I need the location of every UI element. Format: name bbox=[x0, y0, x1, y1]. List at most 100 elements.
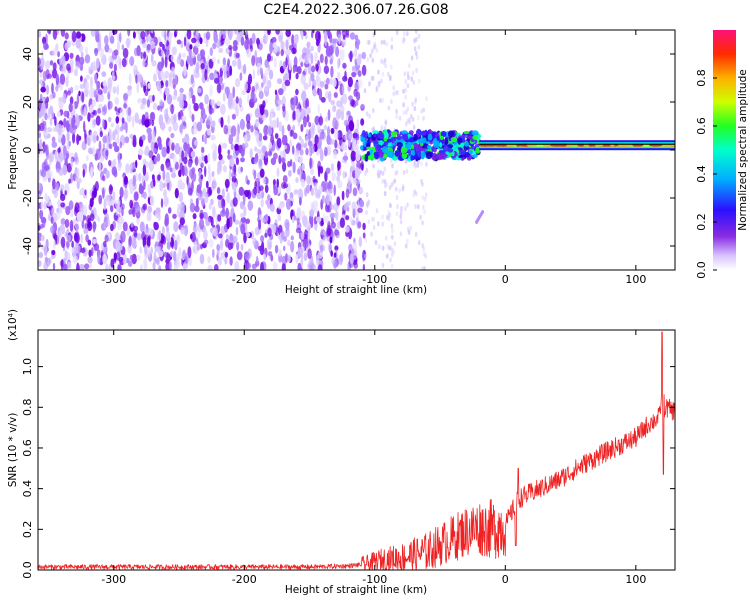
noise-cell bbox=[263, 253, 267, 261]
noise-cell bbox=[265, 177, 269, 185]
noise-cell bbox=[122, 221, 128, 232]
noise-cell bbox=[127, 30, 131, 37]
noise-cell bbox=[310, 45, 314, 52]
noise-cell bbox=[52, 262, 56, 270]
noise-cell bbox=[216, 101, 221, 107]
noise-cell bbox=[204, 155, 209, 164]
noise-cell bbox=[98, 140, 102, 152]
noise-cell bbox=[252, 237, 257, 246]
noise-cell bbox=[195, 197, 199, 207]
noise-cell bbox=[255, 83, 259, 90]
noise-cell bbox=[251, 32, 256, 44]
noise-cell bbox=[341, 37, 347, 47]
noise-cell bbox=[281, 134, 287, 146]
noise-cell bbox=[108, 55, 111, 64]
noise-cell bbox=[249, 148, 253, 159]
signal-cell bbox=[471, 130, 479, 136]
noise-cell bbox=[216, 82, 222, 94]
noise-cell bbox=[305, 147, 309, 156]
noise-cell bbox=[220, 103, 226, 115]
noise-cell bbox=[74, 218, 80, 231]
noise-cell bbox=[310, 72, 315, 82]
noise-cell bbox=[415, 68, 418, 73]
noise-cell bbox=[212, 42, 217, 50]
noise-cell bbox=[84, 46, 89, 55]
noise-cell bbox=[350, 150, 357, 162]
noise-cell bbox=[357, 70, 362, 77]
noise-cell bbox=[362, 263, 366, 270]
noise-cell bbox=[206, 127, 212, 136]
noise-cell bbox=[154, 156, 158, 165]
noise-cell bbox=[38, 57, 41, 67]
noise-cell bbox=[266, 199, 271, 209]
noise-cell bbox=[300, 61, 304, 67]
noise-cell bbox=[260, 261, 264, 270]
noise-cell bbox=[202, 188, 207, 197]
noise-cell bbox=[297, 262, 302, 270]
noise-cell bbox=[147, 131, 152, 144]
noise-cell bbox=[284, 79, 291, 87]
noise-cell bbox=[390, 158, 393, 163]
noise-cell bbox=[179, 217, 185, 226]
noise-cell bbox=[227, 149, 231, 155]
noise-cell bbox=[173, 74, 178, 86]
noise-cell bbox=[348, 243, 353, 253]
noise-cell bbox=[312, 264, 316, 270]
noise-cell bbox=[250, 125, 254, 133]
noise-cell bbox=[56, 211, 61, 220]
noise-cell bbox=[146, 245, 151, 256]
noise-cell bbox=[235, 105, 239, 117]
noise-cell bbox=[284, 192, 288, 201]
noise-cell bbox=[159, 99, 163, 107]
noise-cell bbox=[342, 155, 349, 161]
noise-cell bbox=[132, 237, 137, 249]
noise-cell bbox=[328, 45, 334, 56]
signal-cell bbox=[413, 133, 418, 142]
noise-cell bbox=[274, 44, 278, 54]
noise-cell bbox=[251, 55, 256, 67]
noise-cell bbox=[335, 210, 339, 221]
noise-cell bbox=[374, 239, 378, 245]
noise-cell bbox=[360, 103, 365, 109]
noise-cell bbox=[40, 63, 44, 71]
noise-cell bbox=[372, 216, 376, 222]
noise-cell bbox=[50, 216, 54, 224]
noise-cell bbox=[424, 192, 428, 198]
noise-cell bbox=[253, 146, 258, 152]
noise-cell bbox=[174, 239, 178, 251]
noise-cell bbox=[222, 57, 227, 66]
noise-cell bbox=[358, 186, 364, 195]
noise-cell bbox=[98, 194, 103, 205]
noise-cell bbox=[209, 47, 213, 57]
noise-cell bbox=[328, 188, 333, 194]
noise-cell bbox=[46, 169, 53, 179]
noise-cell bbox=[364, 237, 368, 243]
noise-cell bbox=[68, 178, 71, 184]
noise-cell bbox=[274, 89, 278, 96]
noise-cell bbox=[402, 88, 405, 94]
noise-cell bbox=[165, 171, 170, 184]
top-y-axis-label: Frequency (Hz) bbox=[7, 110, 19, 189]
noise-cell bbox=[334, 139, 338, 149]
noise-cell bbox=[227, 124, 231, 137]
noise-cell bbox=[40, 217, 47, 224]
noise-cell bbox=[129, 199, 134, 209]
noise-cell bbox=[69, 124, 73, 134]
noise-cell bbox=[245, 231, 250, 238]
noise-cell bbox=[321, 195, 325, 204]
noise-cell bbox=[94, 48, 99, 57]
signal-cell bbox=[447, 148, 454, 153]
signal-cell bbox=[444, 137, 449, 146]
noise-cell bbox=[383, 166, 387, 172]
noise-cell bbox=[329, 78, 333, 85]
noise-cell bbox=[114, 106, 118, 112]
noise-cell bbox=[240, 243, 244, 251]
noise-cell bbox=[177, 179, 183, 190]
noise-cell bbox=[46, 73, 52, 79]
noise-cell bbox=[164, 217, 169, 227]
noise-cell bbox=[236, 132, 240, 143]
noise-cell bbox=[38, 241, 41, 248]
noise-cell bbox=[270, 254, 274, 262]
noise-cell bbox=[245, 113, 251, 123]
noise-cell bbox=[304, 54, 310, 65]
